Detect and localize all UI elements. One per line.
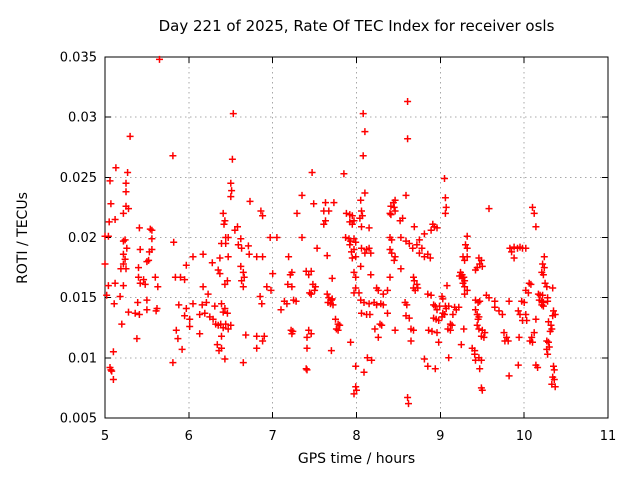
x-tick-labels: 5 6 7 8 9 10 11 bbox=[101, 429, 616, 444]
svg-text:8: 8 bbox=[352, 429, 360, 444]
data-points bbox=[101, 55, 559, 408]
svg-text:11: 11 bbox=[600, 429, 617, 444]
svg-text:0.02: 0.02 bbox=[68, 231, 97, 246]
grid-lines bbox=[105, 57, 608, 418]
svg-text:10: 10 bbox=[516, 429, 533, 444]
axis-ticks bbox=[104, 56, 609, 419]
y-axis-label: ROTI / TECUs bbox=[15, 192, 31, 284]
svg-text:0.035: 0.035 bbox=[60, 51, 97, 66]
svg-text:5: 5 bbox=[101, 429, 109, 444]
svg-text:0.015: 0.015 bbox=[60, 291, 97, 306]
chart-title: Day 221 of 2025, Rate Of TEC Index for r… bbox=[158, 17, 555, 35]
x-axis-label: GPS time / hours bbox=[297, 451, 416, 467]
svg-text:0.01: 0.01 bbox=[68, 351, 97, 366]
svg-text:0.03: 0.03 bbox=[68, 111, 97, 126]
y-tick-labels: 0.005 0.01 0.015 0.02 0.025 0.03 0.035 bbox=[60, 51, 97, 427]
svg-text:6: 6 bbox=[185, 429, 193, 444]
svg-text:9: 9 bbox=[436, 429, 444, 444]
svg-text:0.005: 0.005 bbox=[60, 412, 97, 427]
svg-text:7: 7 bbox=[269, 429, 277, 444]
svg-text:0.025: 0.025 bbox=[60, 171, 97, 186]
